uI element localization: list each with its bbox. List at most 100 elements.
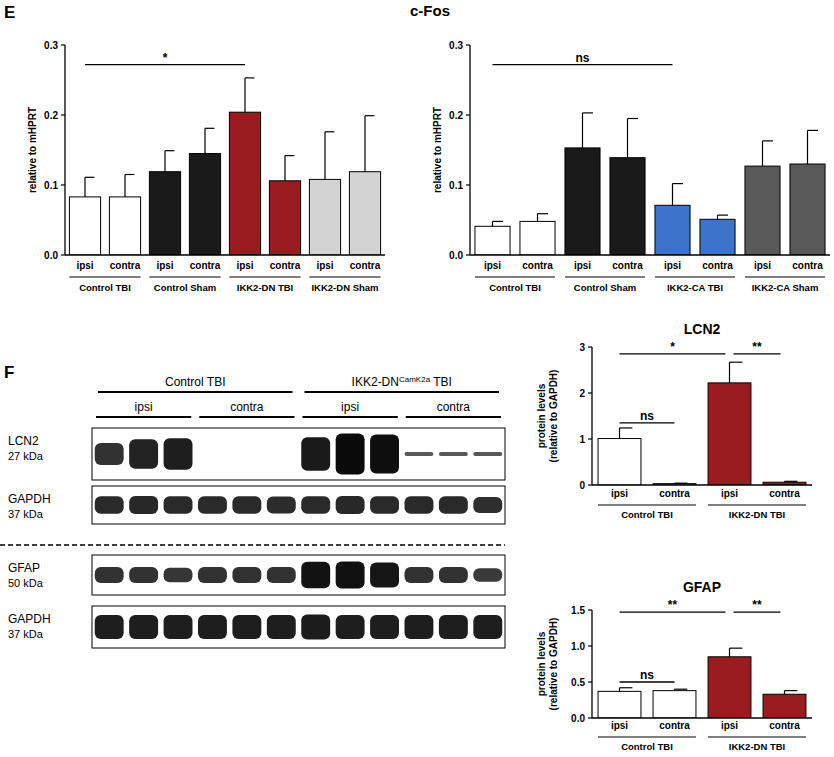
group-label: IKK2-CA Sham <box>752 282 819 293</box>
blot-group-label-part: TBI <box>430 375 452 389</box>
error-bar <box>763 141 774 166</box>
bar <box>598 691 641 718</box>
panel-title: c-Fos <box>410 2 450 19</box>
blot-band <box>129 496 158 514</box>
blot-band <box>439 496 468 513</box>
y-tick-label: 1.0 <box>571 641 585 652</box>
blot-band <box>473 452 502 456</box>
category-label: ipsi <box>574 260 591 271</box>
x-axis <box>65 254 385 255</box>
category-label: ipsi <box>76 260 93 271</box>
group-line <box>598 504 696 505</box>
category-label: ipsi <box>316 260 333 271</box>
error-cap <box>730 362 743 363</box>
bar <box>763 694 806 718</box>
blot-row-name: LCN2 <box>8 434 39 448</box>
error-stem <box>164 151 165 172</box>
panel-label: E <box>4 3 15 22</box>
category-label: ipsi <box>156 260 173 271</box>
x-axis <box>592 717 812 718</box>
category-label: ipsi <box>721 488 738 499</box>
blot-band <box>267 567 296 583</box>
category-label: contra <box>190 260 221 271</box>
error-cap <box>245 77 254 78</box>
blot-band <box>336 615 365 639</box>
blot-row-size: 37 kDa <box>8 628 44 640</box>
blot-band <box>405 567 434 583</box>
chart: relative to mHPRT0.00.10.20.3ipsicontrai… <box>432 40 830 294</box>
error-cap <box>673 183 684 184</box>
group-line <box>475 276 555 277</box>
group-label: Control Sham <box>574 282 636 293</box>
bar <box>109 197 140 255</box>
blot-row-size: 37 kDa <box>8 508 44 520</box>
error-cap <box>538 213 549 214</box>
error-cap <box>620 687 633 688</box>
error-stem <box>284 156 285 181</box>
significance-label: ns <box>640 409 654 423</box>
category-label: ipsi <box>754 260 771 271</box>
blot-frame <box>92 606 505 648</box>
blot-group-label: Control TBI <box>165 375 225 389</box>
significance-label: ns <box>640 668 654 682</box>
y-tick-label: 3 <box>579 342 585 353</box>
panel-label: F <box>4 363 14 382</box>
category-label: ipsi <box>721 720 738 731</box>
error-cap <box>365 115 374 116</box>
bar <box>69 197 100 255</box>
blot-group-label: IKK2-DNCamK2a TBI <box>352 375 452 390</box>
chart-title: LCN2 <box>684 321 721 337</box>
blot-band <box>370 615 399 639</box>
blot-band <box>232 496 261 513</box>
y-tick <box>588 609 592 610</box>
bar <box>653 691 696 718</box>
error-stem <box>762 141 763 166</box>
y-label-line: relative to mHPRT <box>27 107 38 193</box>
chart: relative to mHPRT0.00.10.20.3ipsicontrai… <box>27 40 385 294</box>
blot-subgroup-label: ipsi <box>341 400 359 414</box>
blot-row-size: 50 kDa <box>8 577 44 589</box>
error-bar <box>785 691 798 695</box>
y-tick-label: 2 <box>579 388 585 399</box>
bar <box>598 439 641 485</box>
group-label: IKK2-CA TBI <box>667 282 723 293</box>
error-cap <box>808 130 819 131</box>
significance-label: ** <box>668 598 678 612</box>
error-stem <box>204 128 205 153</box>
y-tick <box>588 484 592 485</box>
blot-group-label-part: CamK2a <box>399 375 431 384</box>
error-stem <box>124 175 125 197</box>
y-tick-label: 0.2 <box>44 110 58 121</box>
group-label: Control TBI <box>79 282 131 293</box>
error-bar <box>673 184 684 206</box>
error-cap <box>763 140 774 141</box>
y-label-line: (relative to GAPDH) <box>548 618 559 711</box>
blot-band <box>267 497 296 514</box>
category-label: contra <box>659 488 690 499</box>
y-tick <box>466 184 470 185</box>
error-stem <box>627 119 628 158</box>
bar <box>309 179 340 255</box>
error-bar <box>730 648 743 657</box>
blot-band <box>473 615 502 639</box>
blot-subgroup-line <box>199 416 294 418</box>
blot-subgroup-label: ipsi <box>135 400 153 414</box>
category-label: contra <box>792 260 823 271</box>
y-tick <box>61 184 65 185</box>
y-tick <box>61 44 65 45</box>
category-label: ipsi <box>664 260 681 271</box>
error-cap <box>675 483 688 484</box>
blot-row-name: GAPDH <box>8 492 51 506</box>
category-label: contra <box>769 488 800 499</box>
error-cap <box>85 177 94 178</box>
category-label: contra <box>702 260 733 271</box>
group-label: Control TBI <box>621 509 673 520</box>
error-cap <box>493 221 504 222</box>
significance-label: ** <box>752 598 762 612</box>
blot-band <box>164 615 193 639</box>
group-line <box>598 736 696 737</box>
group-label: IKK2-DN TBI <box>237 282 293 293</box>
y-tick <box>588 392 592 393</box>
bar <box>700 219 735 255</box>
group-line <box>708 736 806 737</box>
